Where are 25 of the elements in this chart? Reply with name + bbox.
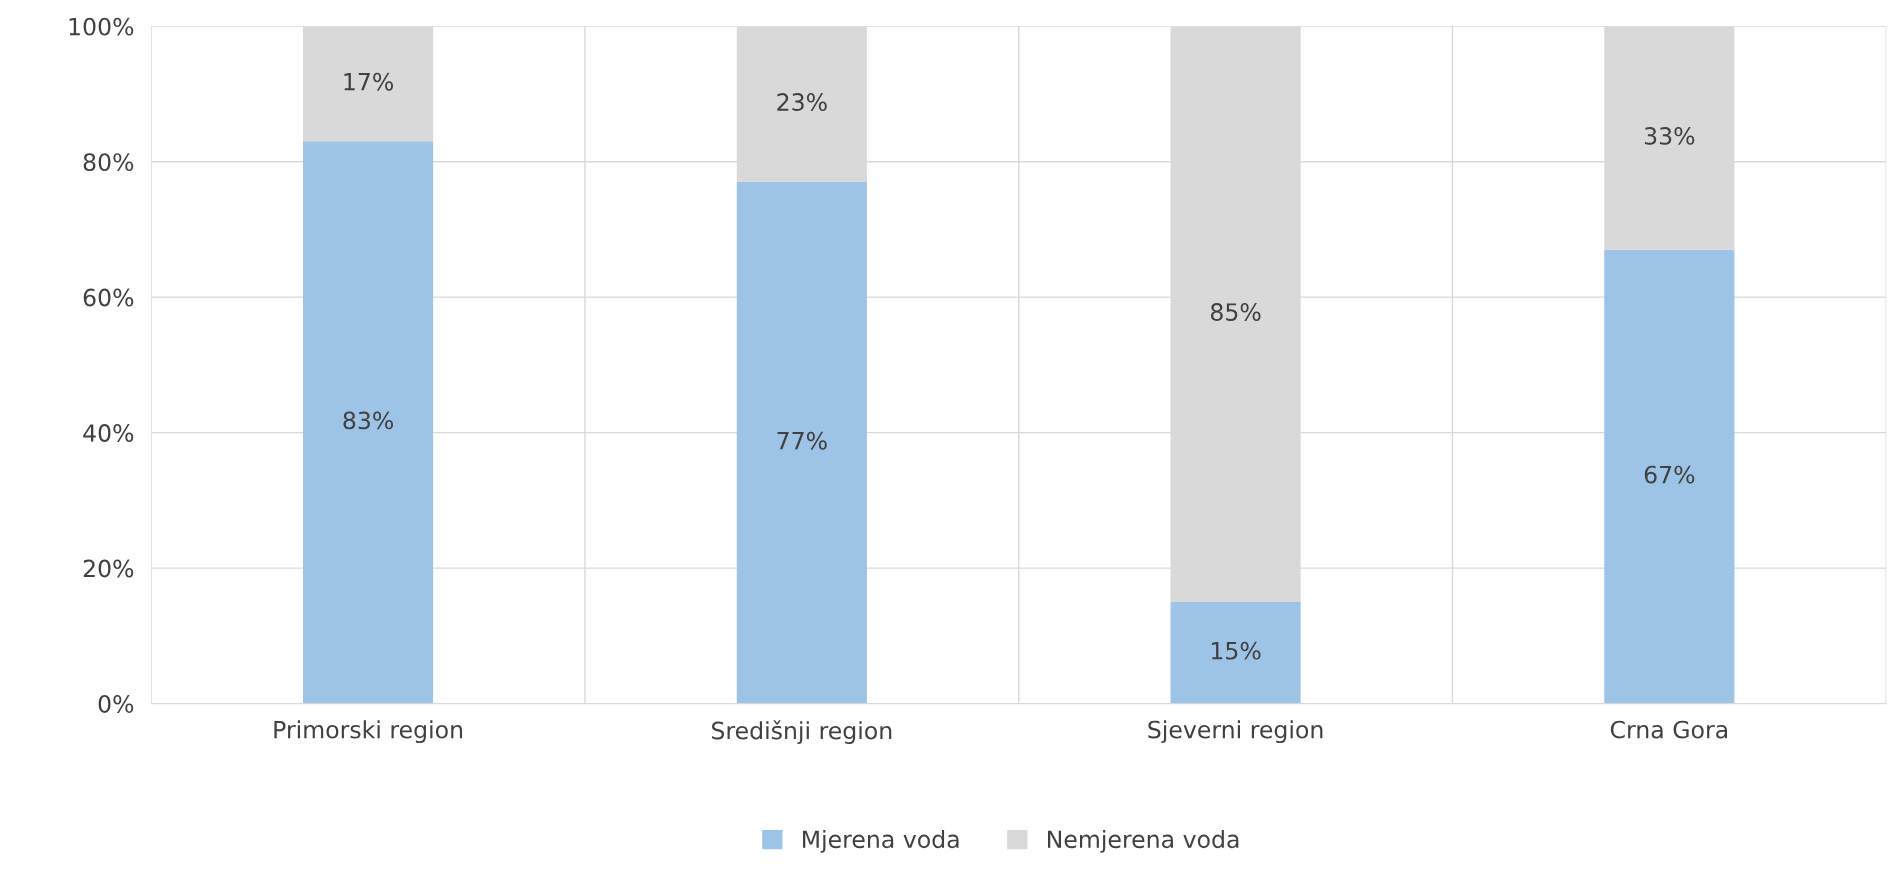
bar (303, 141, 434, 704)
x-tick-label: Primorski region (274, 720, 463, 744)
x-tick-label: Središnji region (711, 720, 892, 745)
x-tick-label: Sjeverni region (1148, 720, 1323, 744)
y-tick-label: 100% (69, 17, 134, 36)
x-tick-label: Crna Gora (1610, 720, 1728, 739)
legend-label: Nemjerena voda (1048, 829, 1239, 853)
bar (1604, 249, 1735, 704)
bar (303, 26, 434, 142)
data-label: 15% (1211, 641, 1261, 660)
y-tick-label: 60% (83, 288, 134, 307)
data-label: 85% (1210, 303, 1261, 321)
bar (1170, 601, 1301, 704)
data-label: 33% (1644, 126, 1695, 145)
data-label: 17% (344, 72, 394, 91)
data-label: 67% (1644, 465, 1695, 484)
data-label: 83% (343, 411, 394, 430)
legend-label: Mjerena voda (803, 829, 959, 853)
bar (736, 182, 867, 704)
y-tick-label: 20% (83, 559, 134, 578)
data-label: 77% (777, 431, 827, 450)
data-label: 23% (777, 93, 827, 111)
y-tick-label: 0% (98, 695, 134, 713)
y-tick-label: 40% (83, 424, 134, 442)
y-tick-label: 80% (83, 153, 134, 171)
